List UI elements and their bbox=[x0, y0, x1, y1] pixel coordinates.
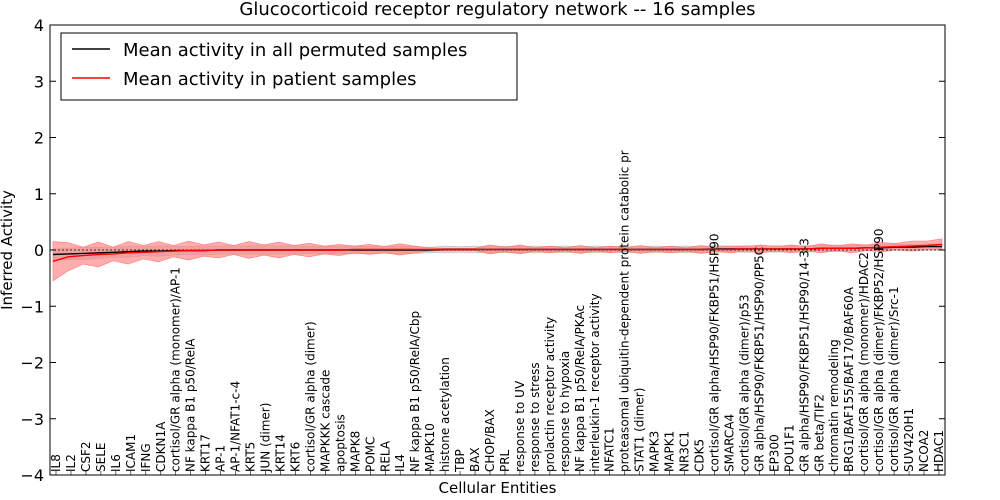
entity-label: MAPK1 bbox=[663, 431, 677, 472]
entity-label: JUN (dimer) bbox=[259, 403, 273, 473]
entity-label: IFNG bbox=[139, 443, 153, 472]
entity-label: AP-1/NFAT1-c-4 bbox=[229, 381, 243, 472]
entity-label: MAPK8 bbox=[348, 431, 362, 472]
entity-label: NFATC1 bbox=[603, 427, 617, 472]
entity-label: cortisol/GR alpha (dimer)/Src-1 bbox=[887, 286, 901, 472]
entity-label: IL2 bbox=[64, 454, 78, 472]
entity-label: TBP bbox=[453, 449, 467, 473]
entity-label: IL8 bbox=[49, 454, 63, 472]
entity-label: CDKN1A bbox=[154, 421, 168, 472]
legend-box bbox=[60, 32, 518, 101]
entity-label: KRT17 bbox=[199, 434, 213, 472]
entity-label: CDK5 bbox=[693, 439, 707, 472]
y-tick-label: 3 bbox=[34, 72, 44, 91]
entity-label: CHOP/BAX bbox=[483, 409, 497, 472]
entity-label: PRL bbox=[498, 449, 512, 472]
entity-label: cortisol/GR alpha/HSP90/FKBP51/HSP90 bbox=[708, 233, 722, 472]
entity-label: interleukin-1 receptor activity bbox=[588, 293, 602, 472]
y-tick-label: −1 bbox=[20, 297, 44, 316]
entity-label: RELA bbox=[378, 440, 392, 472]
y-tick-label: 1 bbox=[34, 185, 44, 204]
entity-label: response to UV bbox=[513, 380, 527, 472]
entity-label: NCOA2 bbox=[917, 430, 931, 472]
entity-label: cortisol/GR alpha (monomer)/AP-1 bbox=[169, 267, 183, 472]
y-tick-label: 2 bbox=[34, 129, 44, 148]
entity-label: SUV420H1 bbox=[902, 408, 916, 472]
entity-label: IL6 bbox=[109, 454, 123, 472]
y-tick-label: 0 bbox=[34, 241, 44, 260]
entity-label: MAPKKK cascade bbox=[318, 370, 332, 472]
entity-label: NF kappa B1 p50/RelA bbox=[184, 338, 198, 472]
entity-label: response to hypoxia bbox=[558, 351, 572, 472]
entity-label: histone acetylation bbox=[438, 357, 452, 472]
entity-label: KRT6 bbox=[288, 442, 302, 472]
entity-label: ICAM1 bbox=[124, 434, 138, 472]
entity-label: NR3C1 bbox=[678, 431, 692, 472]
entity-label: cortisol/GR alpha (monomer)/HDAC2 bbox=[857, 252, 871, 472]
entity-label: BRG1/BAF155/BAF170/BAF60A bbox=[842, 286, 856, 472]
entity-label: cortisol/GR alpha (dimer) bbox=[303, 321, 317, 472]
entity-label: KRT5 bbox=[244, 442, 258, 472]
entity-label: cortisol/GR alpha (dimer)/p53 bbox=[737, 294, 751, 472]
entity-label: POU1F1 bbox=[782, 424, 796, 472]
entity-label: STAT1 (dimer) bbox=[633, 388, 647, 472]
x-axis-label: Cellular Entities bbox=[439, 479, 557, 497]
entity-label: proteasomal ubiquitin-dependent protein … bbox=[618, 150, 632, 472]
entity-label: BAX bbox=[468, 447, 482, 472]
entity-labels-layer: IL8 IL2 CSF2 SELE IL6 ICAM1 IFNG CDKN1A cortisol… bbox=[49, 150, 946, 475]
patient-mean-line bbox=[52, 243, 943, 262]
entity-label: AP-1 bbox=[214, 445, 228, 472]
entity-label: cortisol/GR alpha (dimer)/FKBP52/HSP90 bbox=[872, 229, 886, 472]
entity-label: GR alpha/HSP90/FKBP51/HSP90/PP5C bbox=[752, 247, 766, 472]
legend-label-patient: Mean activity in patient samples bbox=[123, 69, 417, 90]
y-axis-label: Inferred Activity bbox=[0, 190, 16, 310]
y-axis: −4 −3 −2 −1 0 1 2 3 4 bbox=[20, 16, 945, 485]
entity-label: CSF2 bbox=[79, 441, 93, 472]
entity-label: POMC bbox=[363, 437, 377, 472]
y-tick-label: −2 bbox=[20, 354, 44, 373]
legend: Mean activity in all permuted samples Me… bbox=[60, 32, 518, 101]
y-tick-label: 4 bbox=[34, 16, 44, 35]
entity-label: GR alpha/HSP90/FKBP51/HSP90/14-3-3 bbox=[797, 238, 811, 472]
y-tick-label: −4 bbox=[20, 466, 44, 485]
legend-label-permuted: Mean activity in all permuted samples bbox=[123, 40, 467, 61]
entity-label: SELE bbox=[94, 443, 108, 472]
entity-label: MAPK10 bbox=[423, 423, 437, 472]
y-tick-label: −3 bbox=[20, 410, 44, 429]
entity-label: NF kappa B1 p50/RelA/PKAc bbox=[573, 305, 587, 472]
lines-layer bbox=[52, 243, 943, 262]
entity-label: response to stress bbox=[528, 362, 542, 472]
entity-label: apoptosis bbox=[333, 414, 347, 472]
entity-label: HDAC1 bbox=[932, 430, 946, 472]
entity-label: prolactin receptor activity bbox=[543, 317, 557, 472]
entity-label: chromatin remodeling bbox=[827, 339, 841, 472]
entity-label: NF kappa B1 p50/RelA/Cbp bbox=[408, 311, 422, 472]
entity-label: SMARCA4 bbox=[722, 414, 736, 472]
entity-label: EP300 bbox=[767, 434, 781, 472]
entity-label: MAPK3 bbox=[648, 431, 662, 472]
chart-title: Glucocorticoid receptor regulatory netwo… bbox=[239, 0, 755, 20]
entity-label: IL4 bbox=[393, 454, 407, 472]
entity-label: GR beta/TIF2 bbox=[812, 394, 826, 472]
entity-label: KRT14 bbox=[273, 434, 287, 472]
